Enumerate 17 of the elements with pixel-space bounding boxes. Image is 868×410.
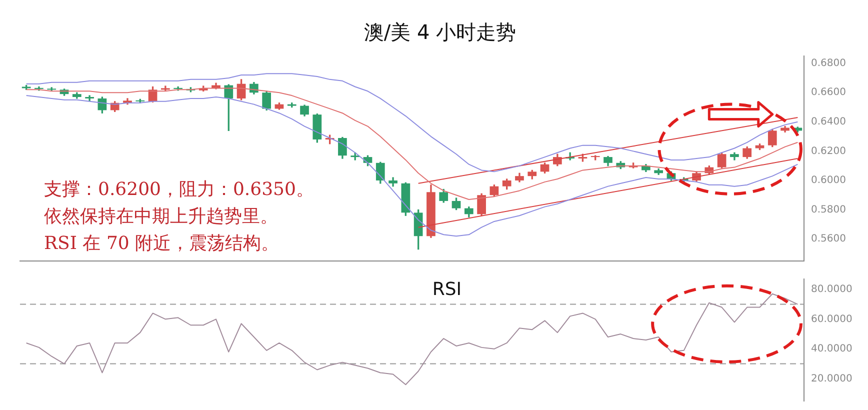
y-tick-label: 40.0000: [811, 344, 852, 355]
y-tick-label: 0.6000: [811, 175, 846, 186]
y-tick-label: 0.5800: [811, 204, 846, 216]
y-tick-label: 0.6800: [811, 58, 846, 69]
y-tick-label: 0.6200: [811, 146, 846, 157]
candlestick: [85, 95, 94, 101]
y-tick-label: 20.0000: [811, 373, 852, 384]
annotation: 支撑：0.6200，阻力：0.6350。: [44, 179, 314, 200]
annotation: 依然保持在中期上升趋势里。: [44, 206, 278, 227]
y-tick-label: 60.0000: [811, 314, 852, 325]
chart-title: RSI: [432, 279, 462, 300]
y-tick-label: 0.5600: [811, 234, 846, 245]
y-tick-label: 0.6600: [811, 87, 846, 98]
y-tick-label: 0.6400: [811, 116, 846, 128]
chart-title: 澳/美 4 小时走势: [364, 20, 516, 44]
annotation: RSI 在 70 附近，震荡结构。: [44, 233, 280, 254]
y-tick-label: 80.0000: [811, 284, 852, 296]
